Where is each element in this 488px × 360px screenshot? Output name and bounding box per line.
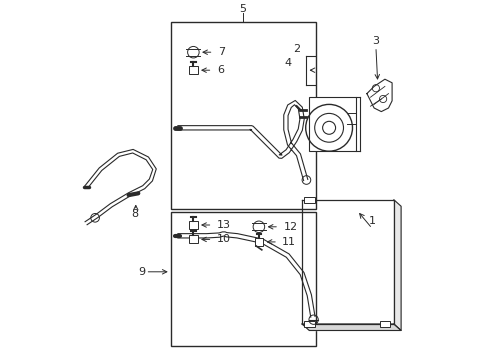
Bar xyxy=(309,97,355,151)
Text: 11: 11 xyxy=(282,237,296,247)
Text: 2: 2 xyxy=(292,44,300,54)
Text: 8: 8 xyxy=(131,209,138,219)
Text: 7: 7 xyxy=(218,47,224,57)
Bar xyxy=(188,235,198,243)
Bar xyxy=(170,22,316,209)
Text: 9: 9 xyxy=(138,267,145,277)
Text: 4: 4 xyxy=(284,58,291,68)
Text: 5: 5 xyxy=(239,4,245,14)
Bar xyxy=(188,221,198,229)
Bar xyxy=(188,66,198,74)
Text: 6: 6 xyxy=(216,65,224,75)
Bar xyxy=(303,197,314,203)
Polygon shape xyxy=(302,324,400,330)
Text: 12: 12 xyxy=(283,222,297,232)
Text: 1: 1 xyxy=(368,216,375,226)
Polygon shape xyxy=(393,200,400,330)
Text: 10: 10 xyxy=(216,234,230,244)
Bar xyxy=(379,321,389,327)
Bar xyxy=(170,212,316,346)
Bar xyxy=(303,321,314,327)
Text: 13: 13 xyxy=(216,220,230,230)
Bar xyxy=(254,238,263,246)
Text: 3: 3 xyxy=(372,36,379,46)
